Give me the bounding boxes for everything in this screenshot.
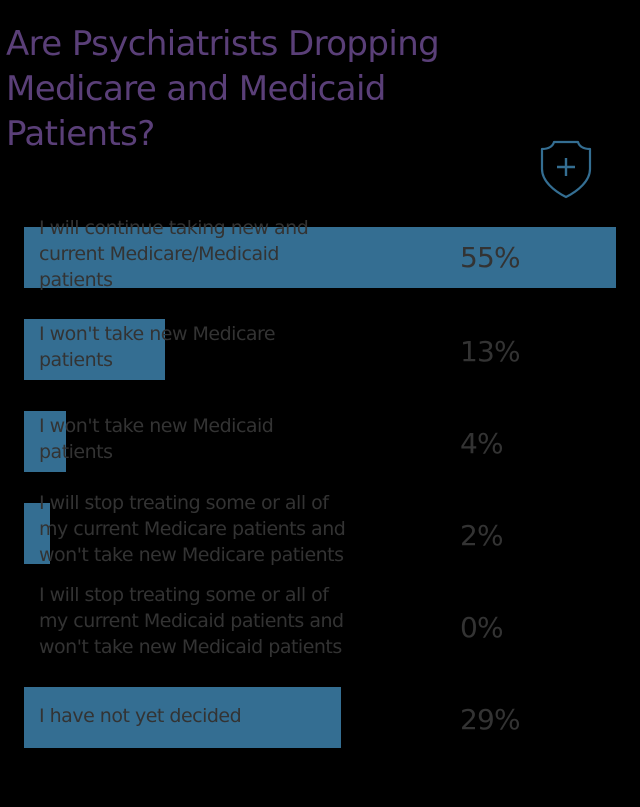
bar-label-line: I have not yet decided bbox=[39, 705, 242, 727]
shield-plus-icon bbox=[540, 140, 592, 199]
bar bbox=[24, 319, 165, 380]
chart-row: I have not yet decided 29% bbox=[0, 687, 640, 748]
chart-row: I will stop treating some or all of my c… bbox=[0, 584, 640, 658]
bar-label-line: I won't take new Medicare bbox=[39, 323, 276, 345]
bar-value: 29% bbox=[460, 703, 521, 736]
bar-label: I won't take new Medicaid patients bbox=[39, 413, 439, 465]
bar-label-line: patients bbox=[39, 441, 113, 463]
bar bbox=[24, 503, 50, 564]
bar-label: I will stop treating some or all of my c… bbox=[39, 490, 439, 568]
bar-label-line: I will stop treating some or all of bbox=[39, 492, 329, 514]
chart-row: I will continue taking new and current M… bbox=[0, 217, 640, 291]
bar bbox=[24, 411, 66, 472]
bar-label-line: patients bbox=[39, 349, 113, 371]
bar-label-line: won't take new Medicare patients bbox=[39, 544, 344, 566]
chart-row: I won't take new Medicaid patients 4% bbox=[0, 411, 640, 472]
bar bbox=[24, 687, 341, 748]
bar-label-line: I will stop treating some or all of bbox=[39, 584, 329, 606]
bar-value: 13% bbox=[460, 335, 521, 368]
bar-label-line: my current Medicare patients and bbox=[39, 518, 346, 540]
bar-label: I have not yet decided bbox=[39, 703, 439, 729]
chart-title-line: Are Psychiatrists Dropping bbox=[6, 24, 440, 64]
bar-value: 0% bbox=[460, 611, 504, 644]
bar-label-line: I will continue taking new and bbox=[39, 217, 309, 239]
bar-label: I will continue taking new and current M… bbox=[39, 215, 439, 293]
bar-value: 55% bbox=[460, 241, 521, 274]
bar-value: 2% bbox=[460, 519, 504, 552]
bar-label-line: my current Medicaid patients and bbox=[39, 610, 344, 632]
bar-label-line: current Medicare/Medicaid bbox=[39, 243, 279, 265]
chart-row: I won't take new Medicare patients 13% bbox=[0, 319, 640, 380]
bar-label: I will stop treating some or all of my c… bbox=[39, 582, 439, 660]
chart-title-line: Patients? bbox=[6, 114, 155, 154]
bar-label-line: won't take new Medicaid patients bbox=[39, 636, 342, 658]
bar-label: I won't take new Medicare patients bbox=[39, 321, 439, 373]
bar-label-line: I won't take new Medicaid bbox=[39, 415, 274, 437]
bar bbox=[24, 227, 616, 288]
bar-label-line: patients bbox=[39, 269, 113, 291]
chart-title: Are Psychiatrists Dropping Medicare and … bbox=[6, 22, 526, 157]
chart-title-line: Medicare and Medicaid bbox=[6, 69, 386, 109]
bar-value: 4% bbox=[460, 427, 504, 460]
chart-row: I will stop treating some or all of my c… bbox=[0, 492, 640, 566]
